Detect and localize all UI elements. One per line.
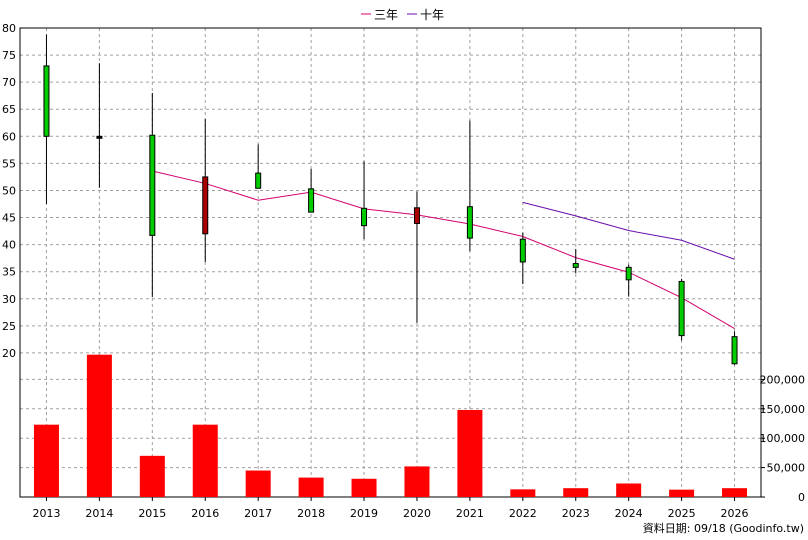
volume-bar	[86, 354, 112, 497]
volume-bar	[404, 466, 430, 497]
candle-body	[466, 206, 473, 239]
candle	[625, 264, 632, 297]
price-tick-label: 40	[2, 239, 16, 252]
candle-body	[149, 134, 156, 236]
x-tick-label: 2023	[562, 507, 590, 520]
x-tick-label: 2019	[350, 507, 378, 520]
x-tick-label: 2013	[32, 507, 60, 520]
price-tick-label: 65	[2, 103, 16, 116]
volume-bar	[616, 483, 642, 497]
volume-tick-label: 0	[798, 491, 805, 504]
volume-bar	[245, 470, 271, 497]
candlesticks	[43, 34, 738, 365]
x-tick-label: 2017	[244, 507, 272, 520]
volume-tick-label: 100,000	[760, 432, 806, 445]
volume-bar	[563, 488, 589, 497]
candle	[466, 120, 473, 252]
volume-bar	[298, 477, 324, 497]
x-tick-label: 2018	[297, 507, 325, 520]
candle	[731, 331, 738, 365]
candle-body	[255, 172, 262, 189]
x-tick-label: 2014	[85, 507, 113, 520]
candle	[96, 63, 103, 188]
volume-bar	[510, 489, 536, 497]
price-tick-label: 25	[2, 320, 16, 333]
x-tick-label: 2020	[403, 507, 431, 520]
candle	[202, 118, 209, 262]
candle-body	[43, 65, 50, 137]
candle	[308, 168, 315, 213]
candle-body	[202, 176, 209, 235]
volume-tick-label: 200,000	[760, 373, 806, 386]
candle-body	[678, 280, 685, 337]
volume-bar	[669, 489, 695, 497]
x-tick-label: 2025	[668, 507, 696, 520]
candle-body	[519, 238, 526, 263]
series-line	[152, 170, 735, 329]
price-tick-label: 70	[2, 76, 16, 89]
series-line	[522, 201, 735, 260]
x-tick-label: 2016	[191, 507, 219, 520]
x-tick-label: 2024	[615, 507, 643, 520]
moving-average-lines	[152, 170, 735, 329]
candle	[572, 248, 579, 274]
plot-frame	[19, 27, 762, 498]
price-tick-label: 50	[2, 184, 16, 197]
x-tick-label: 2026	[721, 507, 749, 520]
legend: 三年 十年	[361, 8, 444, 22]
volume-tick-label: 150,000	[760, 403, 806, 416]
volume-tick-label: 50,000	[767, 462, 806, 475]
candle	[255, 144, 262, 189]
volume-bar	[722, 488, 748, 497]
axes: 20253035404550556065707580050,000100,000…	[2, 22, 805, 520]
candle	[678, 278, 685, 341]
price-tick-label: 30	[2, 293, 16, 306]
volume-bar	[457, 409, 483, 497]
candle-body	[731, 336, 738, 365]
price-tick-label: 35	[2, 266, 16, 279]
x-tick-label: 2021	[456, 507, 484, 520]
candle-body	[625, 266, 632, 281]
price-tick-label: 60	[2, 130, 16, 143]
volume-bar	[139, 455, 165, 497]
legend-label: 三年	[374, 8, 398, 22]
candle	[519, 232, 526, 285]
footer-source: 資料日期: 09/18 (Goodinfo.tw)	[643, 521, 804, 535]
candle-body	[572, 263, 579, 268]
volume-bar	[192, 424, 218, 497]
candle-body	[413, 207, 420, 224]
candle	[413, 191, 420, 323]
candle	[43, 34, 50, 204]
candle-body	[361, 207, 368, 227]
candle	[361, 161, 368, 240]
x-tick-label: 2022	[509, 507, 537, 520]
price-tick-label: 45	[2, 212, 16, 225]
candle	[149, 92, 156, 298]
legend-label: 十年	[420, 8, 444, 22]
volume-bars	[33, 354, 748, 497]
price-tick-label: 55	[2, 157, 16, 170]
price-tick-label: 20	[2, 347, 16, 360]
candle-body	[96, 135, 103, 139]
grid	[20, 28, 761, 497]
x-tick-label: 2015	[138, 507, 166, 520]
price-tick-label: 80	[2, 22, 16, 35]
candle-body	[308, 188, 315, 213]
price-tick-label: 75	[2, 49, 16, 62]
volume-bar	[33, 424, 59, 497]
volume-bar	[351, 478, 377, 497]
